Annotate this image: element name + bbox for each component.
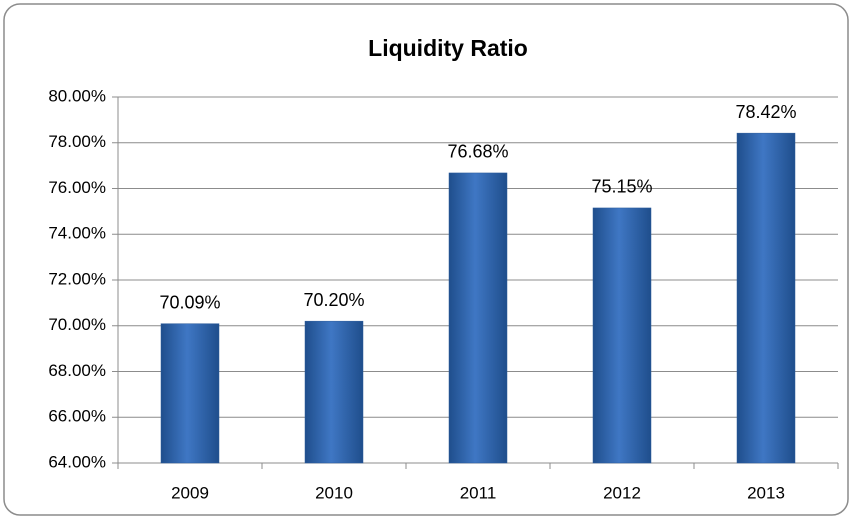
x-tick-label: 2010 (315, 483, 353, 502)
value-label: 76.68% (447, 142, 508, 162)
value-label: 70.20% (303, 290, 364, 310)
y-tick-label: 80.00% (48, 86, 106, 105)
bar (448, 172, 508, 464)
y-tick-label: 64.00% (48, 452, 106, 471)
bar (304, 320, 364, 464)
x-tick-label: 2012 (603, 483, 641, 502)
x-tick-label: 2011 (460, 483, 497, 502)
chart-title: Liquidity Ratio (368, 35, 528, 61)
bar (592, 207, 652, 464)
y-tick-label: 66.00% (48, 407, 106, 426)
bar (736, 132, 796, 464)
y-tick-label: 76.00% (48, 178, 106, 197)
y-tick-label: 68.00% (48, 361, 106, 380)
value-label: 75.15% (591, 177, 652, 197)
value-label: 78.42% (735, 102, 796, 122)
x-tick-label: 2009 (171, 483, 209, 502)
y-tick-label: 72.00% (48, 269, 106, 288)
y-tick-label: 70.00% (48, 315, 106, 334)
y-tick-label: 78.00% (48, 132, 106, 151)
x-tick-label: 2013 (747, 483, 785, 502)
y-tick-label: 74.00% (48, 224, 106, 243)
bar (160, 323, 220, 464)
value-label: 70.09% (159, 292, 220, 312)
chart-border (3, 3, 849, 516)
